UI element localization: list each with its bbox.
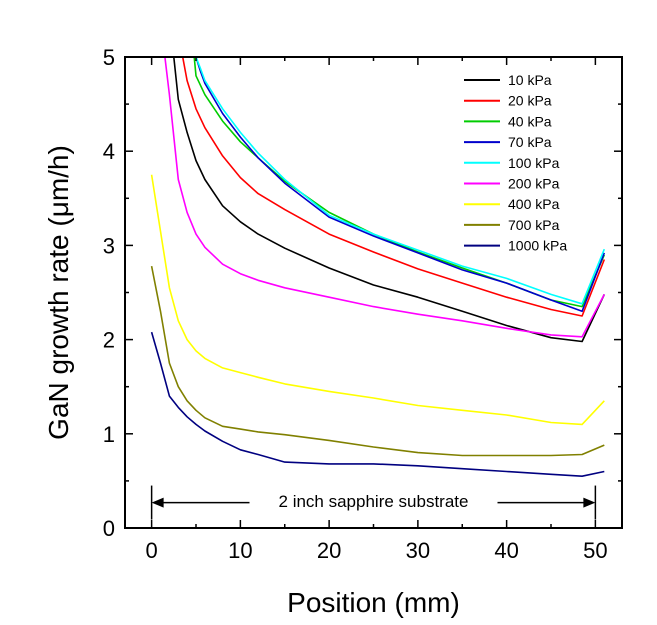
legend-label-2: 40 kPa [508,113,552,129]
y-tick-label: 3 [103,233,115,258]
series-line-4 [195,57,606,305]
x-tick-label: 20 [317,538,341,563]
x-tick-label: 10 [228,538,252,563]
x-tick-label: 0 [146,538,158,563]
y-tick-label: 5 [103,45,115,70]
legend-label-0: 10 kPa [508,72,552,88]
series-line-6 [150,174,605,426]
legend-label-5: 200 kPa [508,176,560,192]
y-tick-label: 2 [103,328,115,353]
legend-label-7: 700 kPa [508,217,560,233]
legend-label-4: 100 kPa [508,155,560,171]
legend: 10 kPa 20 kPa 40 kPa 70 kPa 100 kPa 200 kPa 40… [464,72,567,254]
series-line-7 [150,265,605,457]
x-tick-label: 40 [494,538,518,563]
annotation-left-arrowhead [151,497,164,508]
legend-label-1: 20 kPa [508,93,552,109]
annotation-right-arrowhead [583,497,596,508]
x-axis-title: Position (mm) [287,587,460,618]
series-layer [150,57,606,478]
legend-label-6: 400 kPa [508,196,560,212]
series-line-1 [181,57,606,317]
y-tick-label: 4 [103,139,115,164]
series-line-3 [195,57,606,313]
annotation-label: 2 inch sapphire substrate [279,492,469,511]
y-axis-title: GaN growth rate (μm/h) [43,145,74,440]
series-line-5 [164,57,606,338]
y-tick-label: 0 [103,516,115,541]
x-tick-label: 30 [406,538,430,563]
series-line-0 [173,57,606,343]
y-tick-label: 1 [103,422,115,447]
legend-label-3: 70 kPa [508,134,552,150]
x-tick-label: 50 [583,538,607,563]
annotation: 2 inch sapphire substrate [150,485,597,520]
legend-label-8: 1000 kPa [508,238,567,254]
series-line-8 [150,331,605,478]
ticks-layer: 0 10 20 30 40 50 0 1 2 3 4 5 [103,45,622,563]
